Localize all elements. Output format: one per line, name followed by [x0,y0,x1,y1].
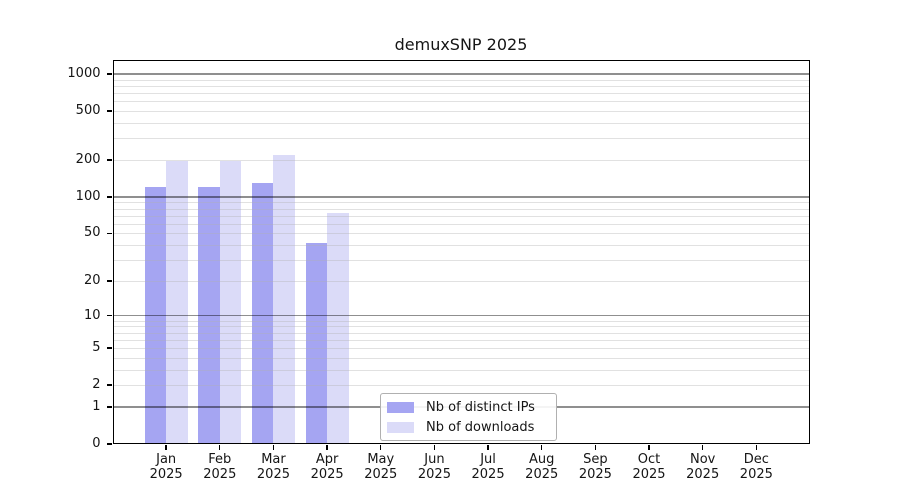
month-label: Apr [315,452,339,467]
y-tick-label-500: 500 [75,103,101,119]
bar-nb-of-downloads-mar [273,154,295,444]
x-tick-label-jan: Jan 2025 [136,452,196,482]
gridline-minor-200 [112,159,810,161]
x-tick-feb [219,445,221,450]
x-tick-aug [541,445,543,450]
y-tick-1 [107,406,112,408]
x-tick-mar [272,445,275,450]
y-tick-label-1: 1 [92,398,101,414]
x-tick-label-feb: Feb 2025 [190,452,250,482]
legend: Nb of distinct IPs Nb of downloads [380,393,557,441]
bar-nb-of-distinct-ips-apr [305,242,328,444]
legend-item-distinct-ips: Nb of distinct IPs [387,399,550,416]
x-tick-label-jul: Jul 2025 [458,452,518,482]
x-tick-dec [755,445,758,450]
x-tick-may [380,445,382,450]
y-tick-200 [107,159,112,161]
year-label: 2025 [417,467,451,482]
x-tick-jul [487,445,489,450]
gridline-minor-800 [112,85,810,87]
bar-nb-of-downloads-jan [166,161,188,444]
y-tick-10 [107,314,112,317]
legend-label-distinct-ips: Nb of distinct IPs [426,399,535,415]
x-tick-label-oct: Oct 2025 [619,452,679,482]
y-tick-5 [107,347,112,349]
year-label: 2025 [471,467,505,482]
y-tick-label-10: 10 [83,307,101,323]
year-label: 2025 [525,467,559,482]
year-label: 2025 [203,467,237,482]
gridline-minor-400 [112,122,810,124]
y-tick-100 [107,196,112,198]
year-label: 2025 [149,467,183,482]
y-tick-50 [107,232,112,235]
month-label: Feb [208,452,232,467]
bar-nb-of-downloads-apr [327,213,349,444]
x-tick-label-jun: Jun 2025 [404,452,464,482]
year-label: 2025 [686,467,720,482]
month-label: Jan [156,452,177,467]
month-label: May [367,452,395,467]
bar-nb-of-distinct-ips-mar [251,182,274,444]
gridline-minor-700 [112,93,810,95]
gridline-minor-900 [112,79,810,81]
gridline-major-1000 [112,73,810,75]
gridline-minor-600 [112,101,810,103]
month-label: Nov [690,452,716,467]
y-tick-label-2: 2 [92,377,101,393]
gridline-minor-500 [112,111,810,113]
x-tick-nov [701,445,704,450]
x-tick-label-sep: Sep 2025 [565,452,625,482]
y-tick-20 [107,280,112,282]
y-tick-label-20: 20 [83,272,101,288]
legend-swatch-distinct-ips [387,401,414,413]
x-tick-label-may: May 2025 [351,452,411,482]
month-label: Mar [261,452,286,467]
month-label: Aug [529,452,555,467]
y-tick-0 [107,443,112,445]
legend-label-downloads: Nb of downloads [426,419,535,435]
y-tick-label-100: 100 [75,188,101,204]
month-label: Jul [480,452,496,467]
y-tick-label-0: 0 [92,436,101,451]
year-label: 2025 [632,467,666,482]
year-label: 2025 [739,467,773,482]
x-tick-label-dec: Dec 2025 [726,452,786,482]
chart-title: demuxSNP 2025 [394,35,528,54]
year-label: 2025 [256,467,290,482]
year-label: 2025 [578,467,612,482]
month-label: Sep [583,452,608,467]
bar-nb-of-downloads-feb [219,161,242,444]
y-tick-label-200: 200 [75,151,101,167]
legend-swatch-downloads [387,421,414,433]
y-tick-label-1000: 1000 [67,66,101,81]
y-tick-1000 [107,73,112,75]
y-tick-500 [107,110,112,112]
x-tick-label-nov: Nov 2025 [673,452,733,482]
y-tick-label-5: 5 [92,340,101,356]
month-label: Dec [743,452,769,467]
x-tick-jan [165,445,167,450]
x-tick-label-apr: Apr 2025 [297,452,357,482]
year-label: 2025 [310,467,344,482]
x-tick-jun [433,445,436,450]
month-label: Oct [637,452,661,467]
x-tick-apr [326,445,328,450]
bar-nb-of-distinct-ips-feb [198,187,220,444]
gridline-minor-300 [112,138,810,140]
bar-nb-of-distinct-ips-jan [144,187,167,444]
year-label: 2025 [364,467,398,482]
month-label: Jun [424,452,445,467]
y-tick-label-50: 50 [83,225,101,241]
x-tick-label-aug: Aug 2025 [512,452,572,482]
y-tick-2 [107,384,112,386]
x-tick-oct [648,445,650,450]
legend-item-downloads: Nb of downloads [387,419,550,436]
x-tick-sep [594,445,597,450]
x-tick-label-mar: Mar 2025 [243,452,303,482]
